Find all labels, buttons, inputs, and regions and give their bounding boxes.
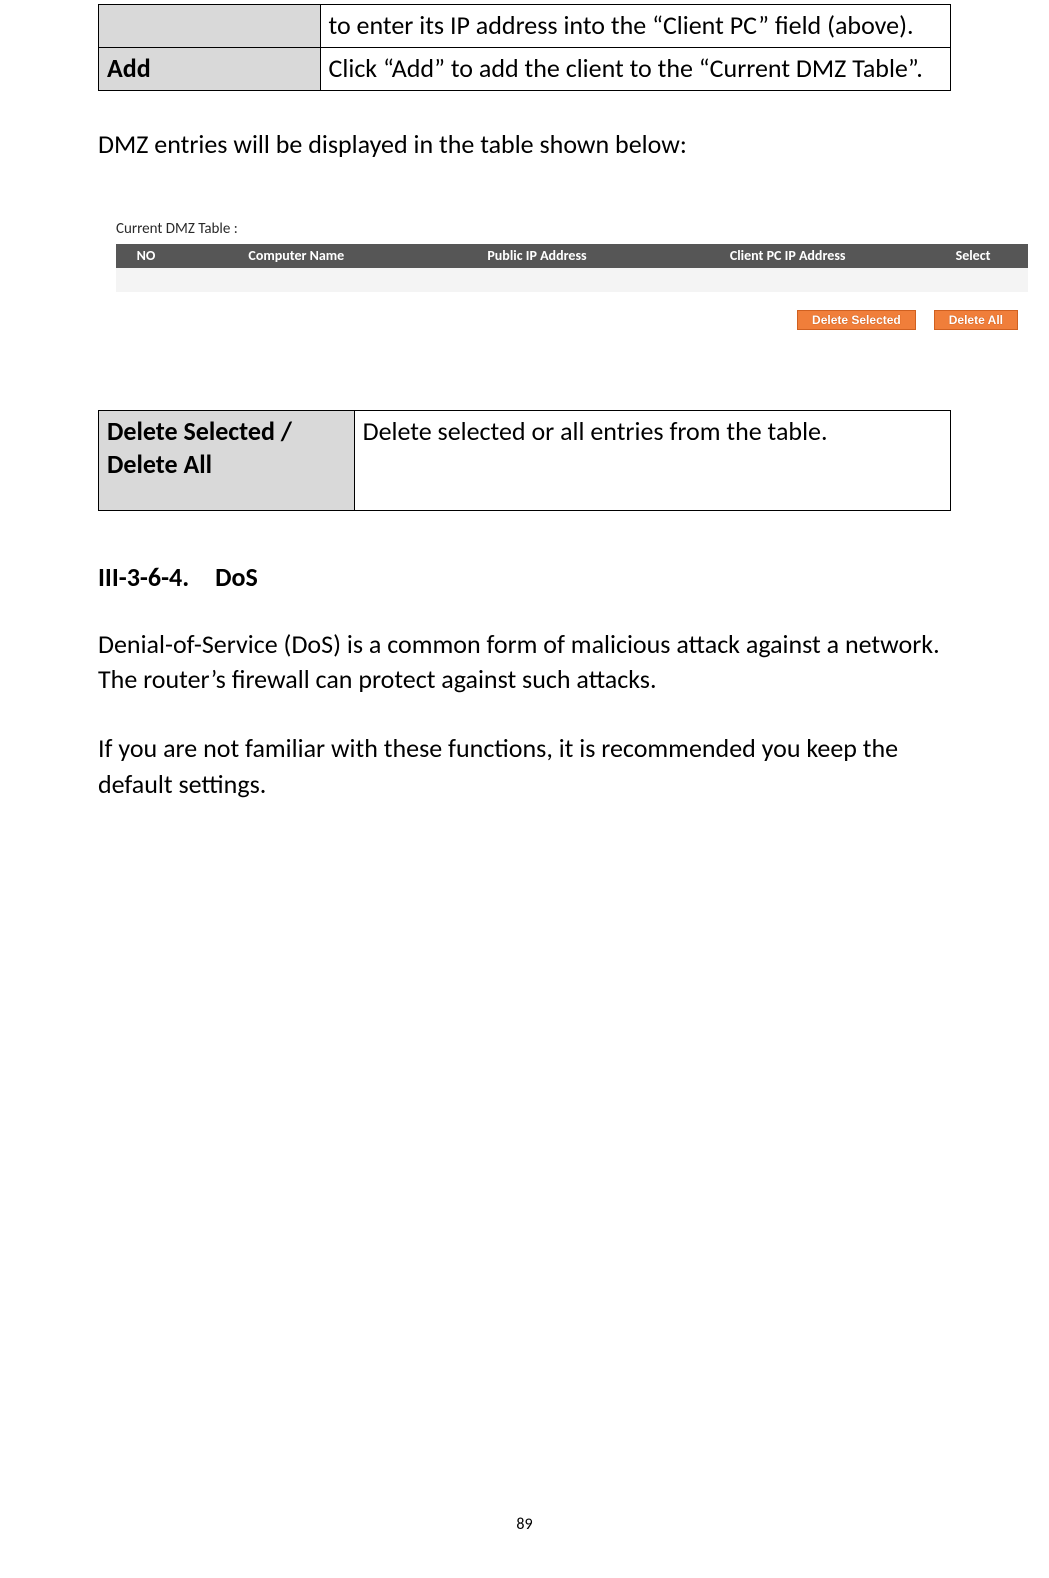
def-label-add: Add [99, 47, 321, 90]
delete-all-button[interactable]: Delete All [934, 310, 1018, 330]
dmz-table-body-empty [116, 268, 1028, 292]
definition-table-2: Delete Selected / Delete All Delete sele… [98, 410, 951, 512]
page: to enter its IP address into the “Client… [0, 4, 1049, 1578]
definition-table-1: to enter its IP address into the “Client… [98, 4, 951, 91]
dmz-col-no: NO [116, 247, 176, 264]
def-desc-add: Click “Add” to add the client to the “Cu… [320, 47, 950, 90]
dmz-col-select: Select [918, 247, 1028, 264]
def-label-delete: Delete Selected / Delete All [99, 410, 355, 511]
dmz-col-public-ip: Public IP Address [417, 247, 658, 264]
dmz-col-client-ip: Client PC IP Address [657, 247, 918, 264]
delete-selected-button[interactable]: Delete Selected [797, 310, 916, 330]
def-desc-delete: Delete selected or all entries from the … [354, 410, 950, 511]
dmz-screenshot: Current DMZ Table : NO Computer Name Pub… [98, 202, 1038, 354]
table-row: Delete Selected / Delete All Delete sele… [99, 410, 951, 511]
section-heading: III-3-6-4. DoS [98, 561, 951, 593]
dmz-table-title: Current DMZ Table : [116, 220, 1028, 238]
dmz-table-header: NO Computer Name Public IP Address Clien… [116, 244, 1028, 268]
page-number: 89 [0, 1515, 1049, 1534]
dos-paragraph-1: Denial-of-Service (DoS) is a common form… [98, 627, 951, 697]
table-row: Add Click “Add” to add the client to the… [99, 47, 951, 90]
def-label-empty [99, 5, 321, 48]
dmz-footer: Delete Selected Delete All [116, 310, 1028, 330]
table-row: to enter its IP address into the “Client… [99, 5, 951, 48]
dos-paragraph-2: If you are not familiar with these funct… [98, 731, 951, 801]
dmz-col-computer-name: Computer Name [176, 247, 417, 264]
intro-paragraph: DMZ entries will be displayed in the tab… [98, 127, 951, 162]
def-desc-clientpc: to enter its IP address into the “Client… [320, 5, 950, 48]
